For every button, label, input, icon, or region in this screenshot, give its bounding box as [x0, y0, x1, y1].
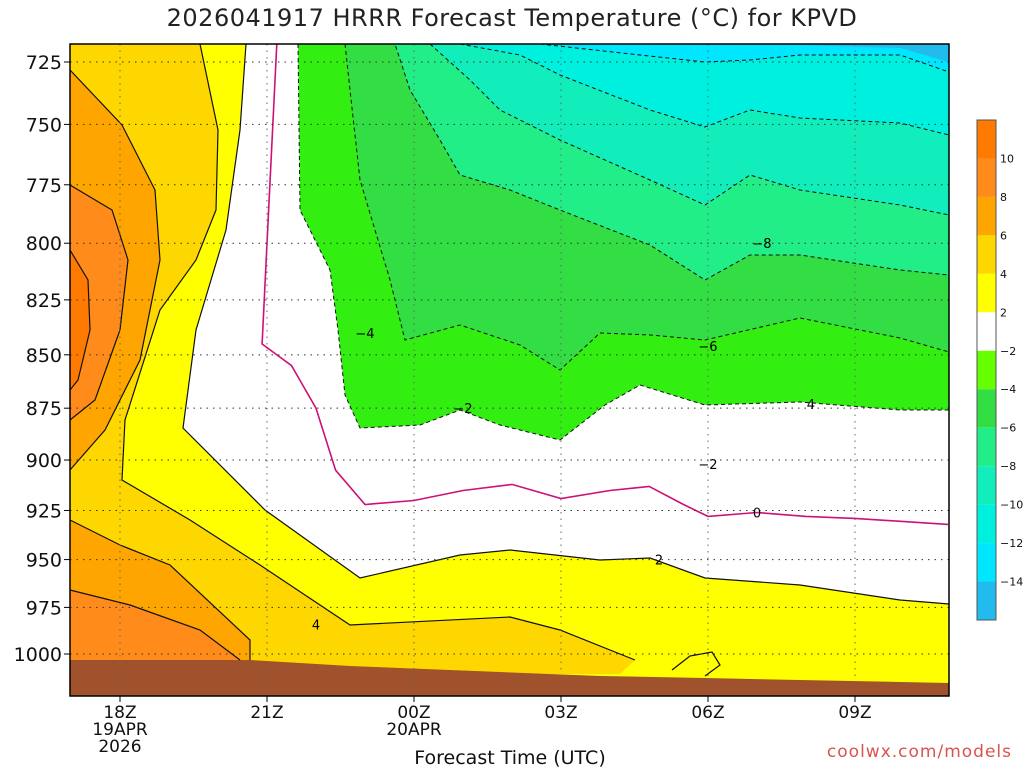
y-tick-label: 725 — [26, 52, 62, 74]
colorbar-swatch — [977, 196, 996, 236]
contour-label: 2 — [655, 554, 663, 569]
contour-label: −2 — [453, 402, 472, 417]
fill-2-4 — [70, 44, 949, 696]
contour-6 — [69, 69, 161, 471]
y-tick-label: 950 — [26, 550, 62, 572]
fill-below-neg14 — [600, 44, 949, 62]
contour-label: −8 — [752, 237, 771, 252]
contour-label: −4 — [355, 327, 374, 342]
contour-10 — [69, 249, 91, 391]
y-tick-label: 975 — [26, 597, 62, 619]
colorbar-label: −4 — [1000, 383, 1016, 396]
colorbar-swatch — [977, 158, 996, 197]
x-tick-date: 19APR — [92, 720, 148, 740]
colorbar: 10 8 6 4 2 −2 −4 −6 −8 −10 −12 −14 — [976, 119, 1023, 621]
colorbar-label: −2 — [1000, 345, 1016, 358]
colorbar-swatch — [977, 273, 996, 313]
x-tick-date: 20APR — [386, 720, 442, 740]
x-tick-label: 03Z — [544, 703, 577, 723]
colorbar-label: 2 — [1000, 306, 1007, 319]
contour-lines-dashed — [297, 43, 950, 441]
contour-neg4 — [344, 43, 950, 371]
fill-4-6 — [70, 44, 635, 674]
x-tick-label: 06Z — [691, 703, 724, 723]
colorbar-frame — [976, 119, 997, 621]
colorbar-swatch — [977, 466, 996, 505]
fill-8-10 — [70, 185, 240, 660]
contour-8b — [69, 589, 241, 661]
contour-2 — [182, 43, 950, 605]
contour-neg6 — [390, 43, 950, 281]
colorbar-swatch — [977, 312, 996, 351]
colorbar-swatch — [977, 427, 996, 467]
contour-label: −2 — [698, 458, 717, 473]
y-tick-label: 750 — [26, 114, 62, 136]
y-axis: 725 750 775 800 825 850 875 900 925 950 975 1000 — [14, 52, 70, 666]
contour-label: 0 — [753, 506, 761, 521]
colorbar-swatch — [977, 389, 996, 428]
x-axis-title: Forecast Time (UTC) — [414, 747, 605, 768]
colorbar-label: −10 — [1000, 499, 1023, 512]
colorbar-swatch — [977, 543, 996, 582]
colorbar-label: −8 — [1000, 460, 1016, 473]
contour-label: 4 — [312, 618, 320, 633]
y-tick-label: 825 — [26, 290, 62, 312]
colorbar-swatch — [977, 504, 996, 544]
plot-frame — [69, 43, 950, 697]
contour-4-bump — [671, 651, 721, 677]
y-tick-label: 850 — [26, 345, 62, 367]
colorbar-label: 6 — [1000, 229, 1007, 242]
colorbar-label: −14 — [1000, 576, 1023, 589]
credit-link[interactable]: coolwx.com/models — [826, 742, 1012, 762]
x-tick-year: 2026 — [98, 737, 141, 757]
colorbar-label: 4 — [1000, 268, 1007, 281]
x-tick-label: 21Z — [250, 703, 283, 723]
contour-neg2 — [297, 43, 949, 441]
colorbar-swatch — [977, 120, 996, 159]
y-tick-label: 925 — [26, 500, 62, 522]
colorbar-label: 10 — [1000, 152, 1014, 165]
chart-title: 2026041917 HRRR Forecast Temperature (°C… — [166, 4, 858, 32]
x-tick-label: 18Z — [103, 703, 136, 723]
contour-label: 4 — [807, 398, 815, 413]
contour-4 — [121, 43, 636, 661]
y-tick-label: 800 — [26, 233, 62, 255]
colorbar-label: 8 — [1000, 191, 1007, 204]
fill-neg12-neg14 — [540, 44, 949, 72]
colorbar-swatch — [977, 235, 996, 274]
colorbar-swatch — [977, 581, 996, 620]
y-tick-label: 1000 — [14, 644, 62, 666]
contour-neg12 — [539, 43, 950, 73]
colorbar-label: −6 — [1000, 422, 1016, 435]
contour-neg10 — [459, 43, 950, 136]
contour-6b — [69, 519, 251, 660]
fill-neg10-neg12 — [460, 44, 949, 135]
contour-labels: −8 −6 −4 4 −2 −2 0 2 4 — [312, 237, 815, 633]
fill-10-plus — [70, 250, 90, 390]
ground — [70, 660, 949, 696]
contour-8 — [69, 184, 129, 421]
colorbar-swatch — [977, 350, 996, 390]
freezing-line — [261, 43, 949, 526]
temperature-fills — [70, 44, 949, 696]
y-tick-label: 900 — [26, 450, 62, 472]
contour-lines — [69, 43, 950, 677]
contour-neg8 — [429, 43, 950, 216]
colorbar-label: −12 — [1000, 537, 1023, 550]
grid — [70, 44, 949, 696]
x-tick-label: 09Z — [838, 703, 871, 723]
y-tick-label: 775 — [26, 175, 62, 197]
contour-label: −6 — [698, 340, 717, 355]
x-tick-label: 00Z — [397, 703, 430, 723]
y-tick-label: 875 — [26, 398, 62, 420]
